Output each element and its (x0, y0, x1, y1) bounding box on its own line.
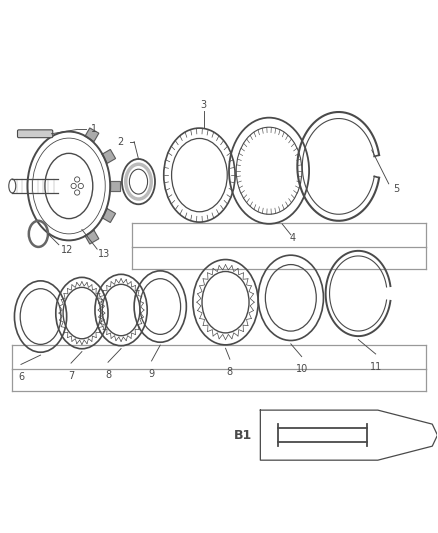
Polygon shape (102, 149, 116, 163)
Polygon shape (102, 208, 116, 222)
Text: 6: 6 (18, 372, 24, 382)
Text: 5: 5 (393, 184, 399, 194)
Text: 9: 9 (148, 369, 155, 379)
Text: 8: 8 (227, 367, 233, 377)
Text: 12: 12 (61, 245, 74, 255)
FancyBboxPatch shape (18, 130, 53, 138)
Text: 7: 7 (68, 371, 74, 381)
Polygon shape (85, 128, 99, 141)
Text: B1: B1 (233, 429, 252, 442)
Text: 8: 8 (105, 370, 111, 380)
Text: 10: 10 (296, 365, 308, 374)
Text: 2: 2 (117, 136, 123, 147)
Text: 1: 1 (91, 124, 97, 134)
Polygon shape (85, 230, 99, 244)
Polygon shape (110, 181, 120, 191)
Text: 11: 11 (370, 362, 382, 372)
Text: 4: 4 (290, 233, 296, 243)
Text: 13: 13 (99, 249, 111, 260)
Text: 3: 3 (201, 100, 207, 110)
